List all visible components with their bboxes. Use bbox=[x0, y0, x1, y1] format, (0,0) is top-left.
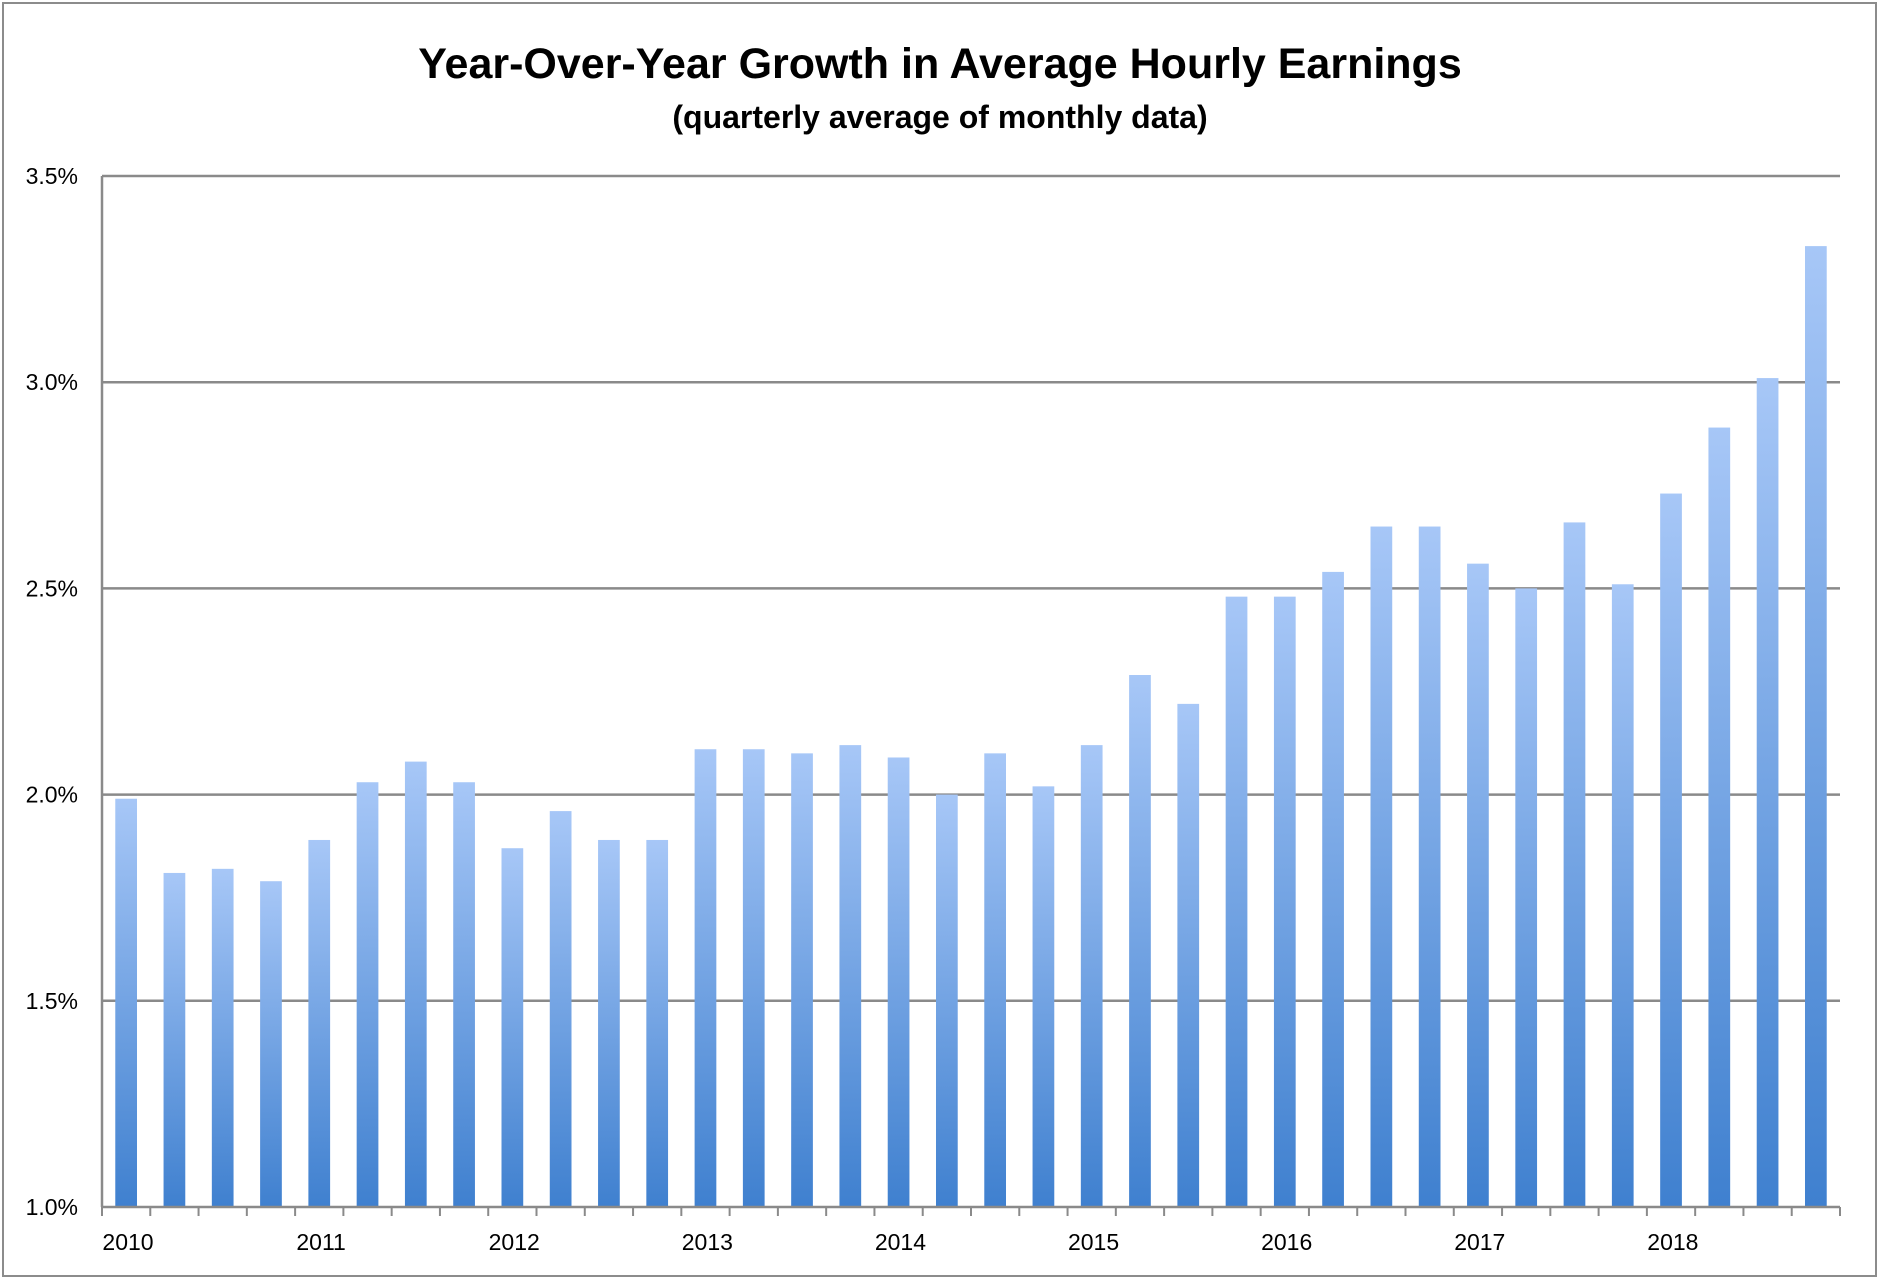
bar bbox=[1756, 378, 1779, 1207]
bar bbox=[356, 782, 379, 1207]
x-tick-label: 2010 bbox=[102, 1229, 153, 1255]
x-tick-label: 2017 bbox=[1454, 1229, 1505, 1255]
bar bbox=[1515, 588, 1538, 1207]
y-tick-label: 3.5% bbox=[26, 163, 78, 189]
bar bbox=[984, 753, 1007, 1207]
bar bbox=[1129, 675, 1151, 1207]
x-tick-label: 2011 bbox=[296, 1229, 345, 1255]
y-tick-label: 3.0% bbox=[26, 369, 78, 395]
x-tick-label: 2013 bbox=[682, 1229, 733, 1255]
bar bbox=[549, 811, 572, 1207]
bars bbox=[115, 246, 1827, 1208]
tick-labels: 1.0% 1.5% 2.0% 2.5% 3.0% 3.5% 2010 2011 2012 2013… bbox=[26, 163, 1699, 1255]
bar bbox=[404, 761, 427, 1207]
axes bbox=[100, 176, 1841, 1216]
bar bbox=[598, 839, 620, 1207]
bar bbox=[260, 881, 282, 1207]
bar bbox=[791, 753, 813, 1207]
bar bbox=[1177, 703, 1200, 1207]
bar bbox=[887, 757, 910, 1207]
y-tick-label: 2.5% bbox=[26, 575, 78, 601]
bar bbox=[163, 872, 186, 1207]
bar bbox=[1467, 563, 1489, 1207]
bar bbox=[308, 839, 331, 1207]
bar bbox=[1418, 526, 1441, 1207]
bar bbox=[1370, 526, 1393, 1207]
chart-title: Year-Over-Year Growth in Average Hourly … bbox=[418, 40, 1462, 88]
bar bbox=[501, 848, 524, 1207]
y-tick-label: 1.0% bbox=[26, 1194, 78, 1220]
bar bbox=[694, 749, 717, 1207]
x-tick-label: 2018 bbox=[1647, 1229, 1698, 1255]
y-tick-label: 1.5% bbox=[26, 988, 78, 1014]
x-tick-label: 2016 bbox=[1261, 1229, 1312, 1255]
y-tick-label: 2.0% bbox=[26, 782, 78, 808]
bar bbox=[646, 839, 669, 1207]
bar bbox=[1032, 786, 1055, 1207]
bar bbox=[1273, 596, 1296, 1207]
bar bbox=[1660, 493, 1682, 1208]
bar bbox=[1080, 745, 1103, 1207]
bar bbox=[115, 798, 138, 1207]
bar bbox=[1708, 427, 1731, 1208]
bar bbox=[1563, 522, 1586, 1207]
gridlines bbox=[102, 174, 1840, 1003]
bar bbox=[1804, 246, 1827, 1207]
x-tick-label: 2015 bbox=[1068, 1229, 1119, 1255]
bar bbox=[1322, 571, 1344, 1207]
x-tick-label: 2014 bbox=[875, 1229, 926, 1255]
bar bbox=[1225, 596, 1248, 1207]
bar bbox=[935, 794, 958, 1207]
bar bbox=[211, 868, 234, 1207]
bar bbox=[1611, 584, 1634, 1207]
bar bbox=[453, 782, 475, 1207]
bar bbox=[742, 749, 765, 1207]
x-tick-label: 2012 bbox=[489, 1229, 540, 1255]
chart-subtitle: (quarterly average of monthly data) bbox=[672, 99, 1207, 135]
bar bbox=[839, 745, 862, 1207]
